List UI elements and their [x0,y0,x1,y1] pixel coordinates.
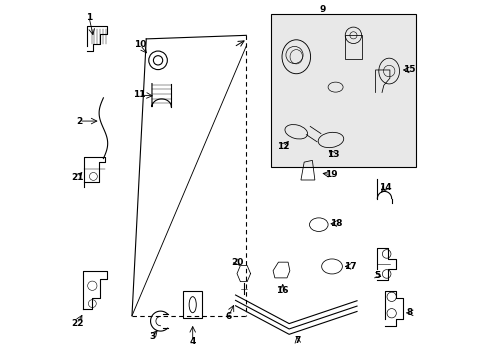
Text: 3: 3 [149,332,155,341]
Text: 12: 12 [276,142,289,151]
Text: 17: 17 [343,262,356,271]
Text: 4: 4 [189,337,196,346]
Text: 19: 19 [324,170,337,179]
Text: 20: 20 [231,258,243,267]
Bar [183,292,202,318]
Text: 15: 15 [402,66,414,75]
Text: 13: 13 [326,150,339,159]
Text: 21: 21 [71,173,83,182]
Text: 5: 5 [374,271,380,280]
Text: 10: 10 [134,40,146,49]
Text: 14: 14 [378,183,390,192]
Text: 22: 22 [71,319,83,328]
Text: 8: 8 [406,309,412,318]
Text: 6: 6 [225,312,231,321]
Text: 16: 16 [276,285,288,294]
Text: 18: 18 [330,219,342,228]
Text: 2: 2 [76,117,82,126]
Text: 7: 7 [294,336,300,345]
Bar [271,14,415,167]
Text: 11: 11 [133,90,145,99]
Bar [345,35,361,59]
Text: 9: 9 [319,5,325,14]
Text: 1: 1 [86,13,92,22]
